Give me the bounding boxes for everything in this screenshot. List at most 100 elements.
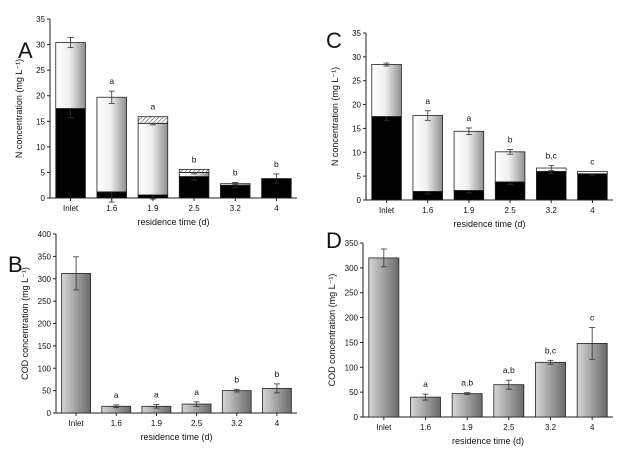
- x-tick-label: 3.2: [230, 204, 242, 213]
- significance-label: b: [234, 374, 239, 384]
- bar-hatched-1.9: [137, 116, 169, 124]
- significance-label: a: [423, 379, 428, 389]
- significance-label: a: [154, 389, 159, 399]
- y-tick-label: 350: [38, 252, 52, 261]
- significance-label: a: [467, 113, 472, 123]
- y-tick-label: 30: [36, 41, 45, 50]
- x-tick-label: 3.2: [231, 419, 243, 428]
- y-tick-label: 300: [38, 275, 52, 284]
- significance-label: b: [508, 134, 513, 144]
- x-axis-title: residence time (d): [140, 432, 212, 442]
- significance-label: b: [192, 154, 197, 164]
- x-tick-label: 2.5: [503, 423, 515, 432]
- chart-panel-a: 0 5 10 15 20 25 30 35 a a b b b Inlet 1.6 1.9 2.5 3.2 4 res…: [14, 15, 297, 227]
- x-tick-label: 3.2: [546, 206, 558, 215]
- y-tick-label: 0: [41, 194, 46, 203]
- y-tick-label: 150: [38, 342, 52, 351]
- bar-gradient-2.5: [494, 151, 526, 183]
- x-tick-label: 1.6: [106, 204, 118, 213]
- bar-cod-Inlet: [61, 272, 91, 414]
- y-tick-label: 25: [352, 77, 361, 86]
- significance-label: c: [590, 156, 595, 166]
- y-tick-label: 15: [352, 124, 361, 133]
- y-tick-label: 350: [345, 239, 359, 248]
- y-tick-label: 15: [36, 117, 45, 126]
- x-tick-label: 1.9: [462, 423, 474, 432]
- x-tick-label: 2.5: [505, 206, 517, 215]
- panel-letter: D: [326, 228, 342, 253]
- bar-gradient-1.6: [96, 96, 127, 193]
- y-tick-label: 0: [354, 413, 359, 422]
- y-axis-title: N concentration (mg L⁻¹): [330, 67, 340, 166]
- panel-letter: B: [8, 252, 23, 277]
- significance-label: a,b: [461, 378, 473, 388]
- y-tick-label: 50: [42, 387, 51, 396]
- x-tick-label: 1.6: [420, 423, 432, 432]
- x-axis-title: residence time (d): [137, 217, 209, 227]
- y-tick-label: 10: [352, 148, 361, 157]
- x-tick-label: 4: [590, 206, 595, 215]
- significance-label: a: [425, 96, 430, 106]
- y-tick-label: 100: [38, 364, 52, 373]
- y-tick-label: 250: [38, 297, 52, 306]
- y-tick-label: 35: [36, 15, 45, 24]
- y-tick-label: 0: [47, 409, 52, 418]
- x-tick-label: 1.9: [147, 204, 159, 213]
- y-tick-label: 200: [345, 314, 359, 323]
- significance-label: b,c: [546, 151, 558, 161]
- y-tick-label: 25: [36, 66, 45, 75]
- y-axis-title: COD concentration (mg L⁻¹): [20, 267, 30, 380]
- bar-black-4: [577, 173, 608, 201]
- x-tick-label: 4: [275, 419, 280, 428]
- x-tick-label: 1.6: [422, 206, 434, 215]
- x-tick-label: 2.5: [191, 419, 203, 428]
- bar-gradient-Inlet: [371, 64, 402, 117]
- x-tick-label: Inlet: [379, 206, 395, 215]
- x-axis-title: residence time (d): [453, 219, 525, 229]
- y-tick-label: 400: [38, 230, 52, 239]
- y-tick-label: 20: [352, 101, 361, 110]
- bar-cod-2.5: [493, 384, 525, 418]
- x-tick-label: 3.2: [545, 423, 557, 432]
- significance-label: a,b: [503, 365, 515, 375]
- bar-cod-1.9: [451, 393, 483, 418]
- bar-gradient-Inlet: [55, 42, 86, 109]
- bar-black-3.2: [536, 170, 567, 201]
- y-tick-label: 30: [352, 53, 361, 62]
- y-tick-label: 35: [352, 29, 361, 38]
- bar-gradient-1.9: [137, 122, 169, 196]
- x-tick-label: 1.9: [151, 419, 163, 428]
- y-tick-label: 0: [357, 196, 362, 205]
- x-axis-title: residence time (d): [452, 436, 524, 446]
- y-tick-label: 20: [36, 92, 45, 101]
- x-tick-label: 4: [590, 423, 595, 432]
- y-tick-label: 200: [38, 320, 52, 329]
- y-tick-label: 5: [357, 172, 362, 181]
- bar-cod-3.2: [535, 361, 566, 418]
- bar-white-4: [577, 170, 608, 175]
- panel-letter: C: [326, 28, 342, 53]
- bar-cod-Inlet: [368, 257, 400, 418]
- significance-label: c: [590, 313, 595, 323]
- significance-label: b: [233, 168, 238, 178]
- chart-panel-d: 0 50 100 150 200 250 300 350 a a,b a,b b,c c Inlet 1.6…: [326, 228, 613, 446]
- y-tick-label: 10: [36, 143, 45, 152]
- x-tick-label: 2.5: [189, 204, 201, 213]
- x-tick-label: 1.6: [111, 419, 123, 428]
- y-tick-label: 50: [349, 388, 358, 397]
- significance-label: a: [151, 102, 156, 112]
- significance-label: a: [114, 390, 119, 400]
- significance-label: b,c: [545, 345, 557, 355]
- chart-panel-b: 0 50 100 150 200 250 300 350 400 a a a b b Inlet 1.6 1.9…: [8, 230, 297, 442]
- chart-panel-c: 0 5 10 15 20 25 30 35 a a b b,c c Inlet 1.6 1.9 2.5 3.2 4 r…: [326, 28, 613, 229]
- y-tick-label: 150: [345, 338, 359, 347]
- x-tick-label: Inlet: [376, 423, 392, 432]
- bar-black-Inlet: [55, 108, 86, 199]
- bar-hatched-2.5: [178, 168, 210, 173]
- y-tick-label: 100: [345, 363, 359, 372]
- panel-letter: A: [18, 38, 33, 63]
- significance-label: b: [275, 369, 280, 379]
- significance-label: b: [274, 159, 279, 169]
- y-tick-label: 300: [345, 264, 359, 273]
